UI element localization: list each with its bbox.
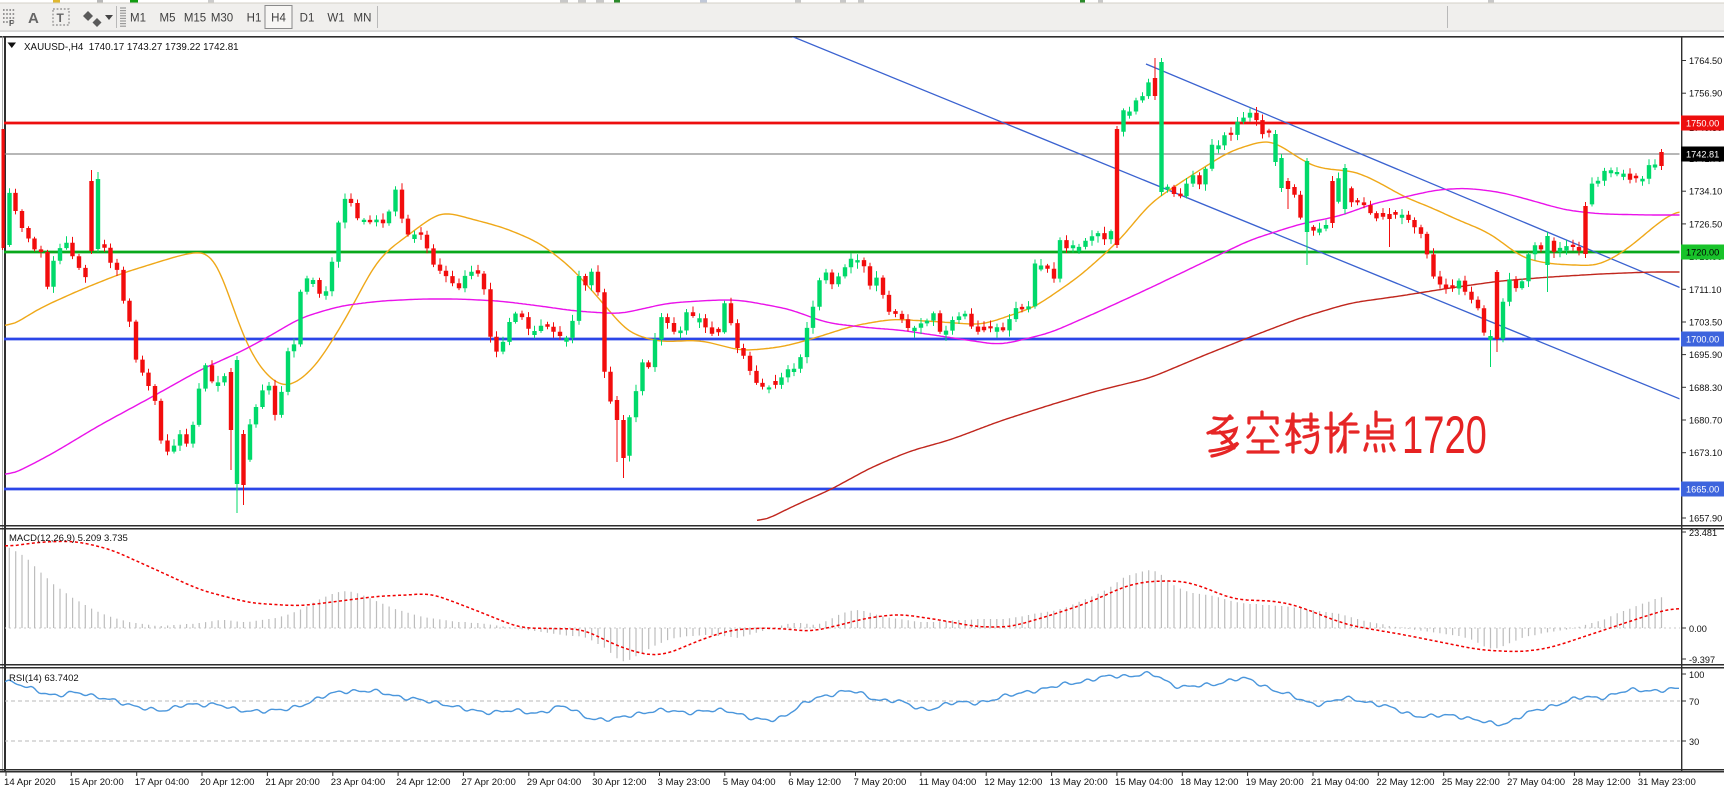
svg-text:MN: MN	[354, 13, 372, 25]
svg-text:22 May 12:00: 22 May 12:00	[1376, 777, 1434, 788]
svg-text:XAUUSD-,H4 1740.17 1743.27 17: XAUUSD-,H4 1740.17 1743.27 1739.22 1742.…	[24, 42, 239, 53]
svg-text:15 Apr 20:00: 15 Apr 20:00	[69, 777, 123, 788]
svg-text:M1: M1	[130, 13, 146, 25]
svg-text:D1: D1	[300, 13, 315, 25]
svg-text:31 May 23:00: 31 May 23:00	[1638, 777, 1696, 788]
svg-text:5 May 04:00: 5 May 04:00	[723, 777, 776, 788]
svg-text:23 Apr 04:00: 23 Apr 04:00	[331, 777, 385, 788]
svg-text:3 May 23:00: 3 May 23:00	[658, 777, 711, 788]
svg-text:1726.50: 1726.50	[1689, 219, 1722, 229]
svg-text:T: T	[57, 11, 65, 25]
svg-text:27 May 04:00: 27 May 04:00	[1507, 777, 1565, 788]
svg-text:21 May 04:00: 21 May 04:00	[1311, 777, 1369, 788]
svg-text:M30: M30	[211, 13, 233, 25]
svg-text:1764.50: 1764.50	[1689, 56, 1722, 66]
svg-text:1688.30: 1688.30	[1689, 383, 1722, 393]
svg-text:1673.10: 1673.10	[1689, 448, 1722, 458]
svg-text:A: A	[28, 10, 39, 27]
svg-text:23.481: 23.481	[1689, 528, 1717, 538]
svg-text:15 May 04:00: 15 May 04:00	[1115, 777, 1173, 788]
svg-text:100: 100	[1689, 670, 1704, 680]
svg-text:1734.10: 1734.10	[1689, 187, 1722, 197]
svg-text:70: 70	[1689, 697, 1699, 707]
svg-text:12 May 12:00: 12 May 12:00	[984, 777, 1042, 788]
svg-text:H1: H1	[247, 13, 262, 25]
svg-text:21 Apr 20:00: 21 Apr 20:00	[265, 777, 319, 788]
svg-text:1703.50: 1703.50	[1689, 318, 1722, 328]
svg-text:14 Apr 2020: 14 Apr 2020	[4, 777, 56, 788]
svg-text:1665.00: 1665.00	[1686, 485, 1719, 495]
svg-text:0.00: 0.00	[1689, 624, 1707, 634]
svg-text:1711.10: 1711.10	[1689, 285, 1722, 295]
svg-text:30: 30	[1689, 737, 1699, 747]
svg-text:H4: H4	[271, 13, 286, 25]
svg-text:27 Apr 20:00: 27 Apr 20:00	[461, 777, 515, 788]
svg-text:-9.397: -9.397	[1689, 655, 1715, 665]
svg-text:17 Apr 04:00: 17 Apr 04:00	[135, 777, 189, 788]
svg-text:24 Apr 12:00: 24 Apr 12:00	[396, 777, 450, 788]
svg-text:6 May 12:00: 6 May 12:00	[788, 777, 841, 788]
svg-text:RSI(14) 63.7402: RSI(14) 63.7402	[9, 673, 79, 684]
svg-text:1720.00: 1720.00	[1686, 248, 1719, 258]
svg-text:W1: W1	[327, 13, 344, 25]
svg-text:25 May 22:00: 25 May 22:00	[1442, 777, 1500, 788]
svg-text:1657.90: 1657.90	[1689, 514, 1722, 524]
svg-text:1700.00: 1700.00	[1686, 335, 1719, 345]
svg-text:M15: M15	[184, 13, 206, 25]
svg-text:18 May 12:00: 18 May 12:00	[1180, 777, 1238, 788]
svg-text:19 May 20:00: 19 May 20:00	[1246, 777, 1304, 788]
svg-text:F: F	[9, 19, 14, 28]
svg-text:MACD(12,26,9) 5.209 3.735: MACD(12,26,9) 5.209 3.735	[9, 533, 128, 544]
svg-text:30 Apr 12:00: 30 Apr 12:00	[592, 777, 646, 788]
svg-text:1695.90: 1695.90	[1689, 350, 1722, 360]
svg-text:1742.81: 1742.81	[1686, 150, 1719, 160]
svg-text:1750.00: 1750.00	[1686, 119, 1719, 129]
svg-text:20 Apr 12:00: 20 Apr 12:00	[200, 777, 254, 788]
svg-text:29 Apr 04:00: 29 Apr 04:00	[527, 777, 581, 788]
svg-text:7 May 20:00: 7 May 20:00	[854, 777, 907, 788]
svg-text:11 May 04:00: 11 May 04:00	[919, 777, 976, 788]
svg-text:28 May 12:00: 28 May 12:00	[1572, 777, 1630, 788]
svg-text:13 May 20:00: 13 May 20:00	[1050, 777, 1108, 788]
svg-text:1756.90: 1756.90	[1689, 89, 1722, 99]
svg-text:1720: 1720	[1402, 405, 1487, 465]
svg-text:1680.70: 1680.70	[1689, 416, 1722, 426]
svg-text:M5: M5	[160, 13, 176, 25]
